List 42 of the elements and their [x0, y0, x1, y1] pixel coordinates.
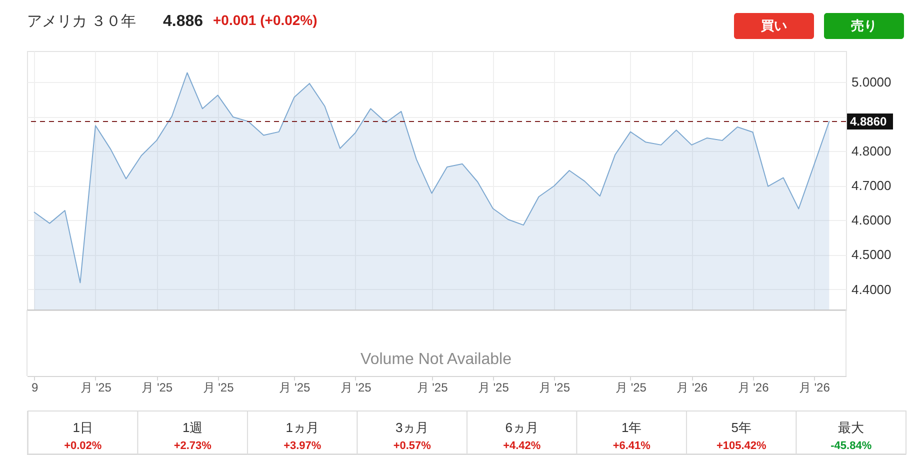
- text: 1週: [182, 420, 203, 435]
- text: 6ヵ月: [505, 420, 538, 435]
- text: 1ヵ月: [286, 420, 319, 435]
- text: +0.001 (+0.02%): [213, 12, 318, 28]
- text: +2.73%: [174, 440, 212, 452]
- text: 3ヵ月: [396, 420, 429, 435]
- text: Volume Not Available: [360, 351, 512, 368]
- x-tick-label: 月 '26: [676, 380, 708, 394]
- x-tick-label: 月 '25: [539, 380, 570, 394]
- x-tick-label: 9: [31, 380, 38, 394]
- y-tick-label: 4.6000: [852, 212, 892, 228]
- y-tick-label: 4.8000: [852, 144, 892, 159]
- y-tick-label: 4.7000: [852, 178, 892, 194]
- text: 5年: [731, 420, 752, 435]
- text: +4.42%: [503, 440, 541, 452]
- ref-line-label: 4.8860: [850, 114, 888, 128]
- x-tick-label: 月 '25: [478, 380, 510, 394]
- text: +3.97%: [284, 440, 322, 452]
- x-tick-label: 月 '25: [80, 380, 112, 394]
- x-tick-label: 月 '25: [615, 380, 647, 394]
- text: 買い: [760, 18, 787, 33]
- x-tick-label: 月 '25: [279, 380, 310, 394]
- x-tick-label: 月 '25: [142, 380, 173, 394]
- text: 4.886: [163, 13, 204, 30]
- text: +0.57%: [393, 440, 432, 452]
- text: +6.41%: [612, 440, 651, 452]
- chart-title: アメリカ ３０年: [27, 13, 136, 30]
- text: +105.42%: [716, 440, 767, 452]
- text: 1年: [622, 420, 642, 435]
- text: 1日: [72, 420, 93, 435]
- text: 最大: [838, 420, 864, 435]
- y-tick-label: 4.5000: [852, 247, 892, 262]
- x-tick-label: 月 '25: [202, 380, 234, 394]
- x-tick-label: 月 '26: [798, 380, 830, 394]
- x-tick-label: 月 '25: [416, 380, 448, 394]
- x-tick-label: 月 '25: [340, 380, 372, 394]
- text: +0.02%: [64, 440, 102, 452]
- text: 売り: [851, 18, 877, 33]
- y-tick-label: 5.0000: [852, 74, 892, 90]
- text: -45.84%: [830, 440, 872, 452]
- x-tick-label: 月 '26: [738, 380, 770, 394]
- y-tick-label: 4.4000: [852, 282, 892, 297]
